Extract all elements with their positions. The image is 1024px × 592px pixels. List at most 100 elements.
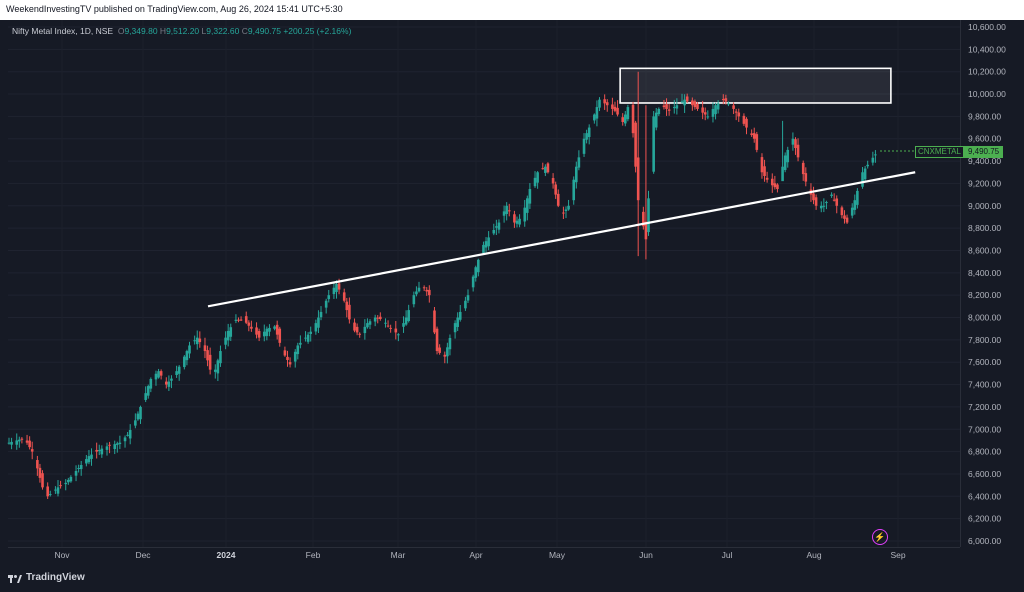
candle-body — [701, 107, 704, 113]
price-axis[interactable] — [960, 20, 1024, 547]
candle-body — [304, 337, 307, 339]
publish-text: WeekendInvestingTV published on TradingV… — [6, 4, 343, 14]
y-tick-label: 8,400.00 — [968, 268, 1001, 278]
candle-body — [219, 351, 222, 364]
candle-body — [268, 327, 271, 332]
candle-body — [446, 347, 449, 357]
y-tick-label: 7,400.00 — [968, 380, 1001, 390]
symbol-name[interactable]: Nifty Metal Index, 1D, NSE — [12, 26, 114, 36]
y-tick-label: 7,000.00 — [968, 424, 1001, 434]
candle-body — [229, 327, 233, 337]
candle-body — [680, 101, 684, 103]
price-tag-value: 9,490.75 — [963, 146, 1004, 158]
candle-body — [533, 177, 537, 187]
candle-body — [714, 105, 717, 115]
candle-body — [752, 133, 756, 139]
y-tick-label: 8,200.00 — [968, 290, 1001, 300]
candle-body — [745, 118, 748, 128]
candle-body — [477, 259, 480, 273]
candle-body — [482, 244, 485, 254]
candle-body — [20, 438, 24, 440]
candle-body — [278, 328, 282, 343]
candle-body — [69, 476, 73, 482]
candle-body — [353, 322, 356, 331]
candle-body — [306, 334, 310, 342]
candle-body — [585, 133, 588, 140]
candle-body — [275, 324, 279, 335]
candle-body — [691, 100, 694, 106]
candle-body — [724, 98, 728, 102]
candle-body — [38, 467, 42, 478]
candle-body — [492, 229, 496, 234]
candle-body — [386, 325, 390, 327]
candle-body — [819, 205, 823, 209]
candle-body — [296, 345, 300, 355]
candle-body — [250, 326, 253, 329]
candle-body — [672, 107, 676, 109]
candle-body — [812, 193, 815, 201]
candle-body — [25, 440, 29, 443]
candle-body — [507, 210, 511, 212]
close-value: 9,490.75 — [247, 26, 281, 36]
candle-body — [662, 105, 666, 108]
candle-body — [314, 323, 318, 332]
x-tick-label: Jun — [639, 550, 653, 560]
candle-body — [335, 284, 338, 292]
y-tick-label: 6,400.00 — [968, 491, 1001, 501]
candle-body — [77, 467, 80, 469]
time-axis[interactable] — [8, 547, 960, 564]
y-tick-label: 6,000.00 — [968, 536, 1001, 546]
candle-body — [853, 200, 857, 210]
y-tick-label: 9,000.00 — [968, 201, 1001, 211]
candle-body — [46, 486, 49, 497]
candle-body — [95, 449, 98, 452]
candle-body — [422, 287, 426, 289]
candle-body — [626, 107, 630, 120]
candle-body — [428, 289, 431, 296]
y-tick-label: 6,200.00 — [968, 514, 1001, 524]
resistance-zone — [619, 67, 892, 104]
candle-body — [198, 338, 202, 343]
candle-body — [438, 347, 441, 353]
candle-body — [144, 393, 147, 400]
chart-area[interactable] — [8, 20, 960, 547]
candle-body — [794, 139, 797, 149]
candle-body — [716, 103, 720, 110]
candle-body — [466, 295, 470, 301]
candle-body — [843, 215, 846, 219]
lightning-icon[interactable]: ⚡ — [872, 529, 888, 545]
candle-body — [167, 381, 171, 387]
candle-body — [67, 479, 70, 483]
candle-body — [299, 342, 302, 345]
candle-body — [384, 322, 387, 324]
candle-body — [495, 226, 498, 228]
candle-body — [874, 154, 877, 156]
x-tick-label: Dec — [135, 550, 151, 560]
candle-body — [603, 99, 606, 104]
candle-body — [255, 327, 258, 335]
candle-body — [742, 115, 746, 124]
candle-body — [791, 138, 795, 145]
candle-body — [149, 378, 153, 389]
candle-body — [108, 444, 111, 446]
low-value: 9,322.60 — [206, 26, 240, 36]
candle-body — [706, 116, 710, 118]
x-tick-label: Feb — [306, 550, 321, 560]
candle-body — [448, 338, 452, 350]
candle-body — [598, 99, 601, 108]
y-tick-label: 7,200.00 — [968, 402, 1001, 412]
candle-body — [90, 454, 93, 459]
candle-body — [397, 334, 400, 336]
candle-body — [188, 345, 191, 354]
candle-body — [139, 406, 142, 420]
candle-body — [652, 116, 655, 172]
publish-bar: WeekendInvestingTV published on TradingV… — [0, 0, 1024, 20]
candle-body — [727, 103, 730, 105]
tradingview-logo[interactable]: TradingView — [8, 572, 85, 583]
candle-body — [257, 331, 261, 338]
candle-body — [87, 456, 91, 463]
candle-body — [781, 166, 784, 182]
candle-body — [776, 184, 779, 190]
support-trendline — [207, 171, 916, 308]
candle-body — [861, 172, 864, 187]
